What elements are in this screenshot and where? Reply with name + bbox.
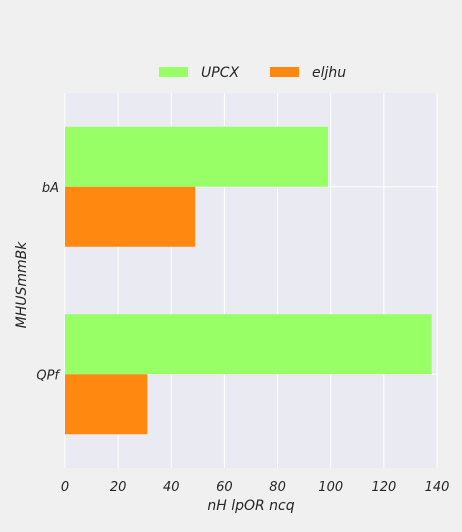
x-tick-label: 120 [371, 480, 396, 495]
x-tick-labels: 0 20 40 60 80 100 120 140 [61, 480, 450, 495]
bar-UPCX-bA [65, 126, 329, 187]
legend-swatch [270, 67, 299, 77]
bar-eljhu-bA [65, 186, 196, 247]
legend-label: eljhu [312, 65, 346, 81]
x-tick-label: 40 [163, 480, 180, 495]
y-tick-labels: bA QPf [36, 181, 61, 384]
x-tick-label: 80 [269, 480, 286, 495]
y-tick-label: bA [42, 181, 59, 196]
x-tick-label: 60 [216, 480, 233, 495]
bar-UPCX-QPf [65, 314, 432, 375]
legend-swatch [159, 67, 188, 77]
legend-label: UPCX [201, 65, 239, 81]
bars [65, 126, 432, 435]
bar-eljhu-QPf [65, 374, 148, 435]
x-tick-label: 100 [318, 480, 343, 495]
y-axis-label: MHUSmmBk [14, 241, 30, 329]
legend: UPCX eljhu [159, 65, 346, 81]
x-tick-label: 140 [425, 480, 450, 495]
y-tick-label: QPf [36, 368, 61, 383]
x-axis-label: nH lpOR ncq [207, 498, 294, 514]
x-tick-label: 20 [110, 480, 127, 495]
x-tick-label: 0 [61, 480, 69, 495]
